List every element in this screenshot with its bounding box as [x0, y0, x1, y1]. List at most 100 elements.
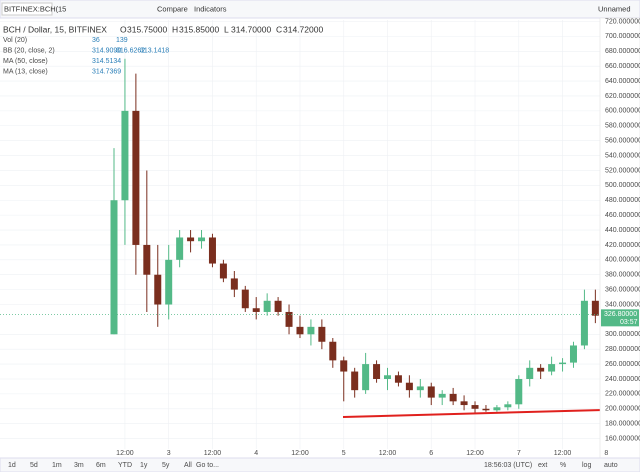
layout-name[interactable]: Unnamed [598, 4, 631, 13]
candle-body [241, 289, 249, 309]
indicator-name: MA (13, close) [3, 68, 48, 75]
y-tick-label: 500.000000 [605, 182, 640, 189]
last-price-tag [601, 309, 639, 327]
x-tick-label: 5 [342, 450, 346, 457]
bottom-bar [0, 457, 640, 472]
plot [0, 20, 610, 449]
ohlc-value: 315.85000 [179, 24, 219, 34]
indicator-value: 313.1418 [140, 47, 169, 54]
candle-body [329, 341, 337, 361]
range-button[interactable]: 5d [30, 462, 38, 469]
y-tick-label: 180.000000 [605, 421, 640, 428]
y-tick-label: 420.000000 [605, 242, 640, 249]
price-axis-labels: 160.000000 180.000000 200.000000 220.000000… [605, 18, 640, 442]
y-tick-label: 580.000000 [605, 123, 640, 130]
y-tick-label: 720.000000 [605, 18, 640, 25]
candle-body [526, 367, 534, 379]
y-tick-label: 460.000000 [605, 212, 640, 219]
y-tick-label: 220.000000 [605, 391, 640, 398]
scale-option[interactable]: ext [538, 462, 547, 469]
y-tick-label: 380.000000 [605, 272, 640, 279]
indicator-name: Vol (20) [3, 37, 27, 44]
candle-body [110, 200, 118, 335]
trend-line[interactable] [342, 409, 604, 418]
candle-body [187, 237, 195, 242]
scale-option[interactable]: auto [604, 462, 618, 469]
indicator-value: 316.6262 [116, 47, 145, 54]
candle-body [384, 375, 391, 379]
ohlc-key: O [120, 24, 127, 34]
last-price-label: 326.80000 [604, 311, 637, 318]
indicator-value: 36 [92, 37, 100, 44]
goto-button[interactable]: Go to... [196, 462, 219, 469]
range-button[interactable]: YTD [118, 462, 132, 469]
x-tick-label: 4 [254, 450, 258, 457]
range-button[interactable]: 1y [140, 462, 148, 469]
y-tick-label: 340.000000 [605, 301, 640, 308]
candle-body [362, 364, 370, 391]
scale-option[interactable]: % [560, 462, 566, 469]
y-tick-label: 620.000000 [605, 93, 640, 100]
ohlc-value: 314.70000 [231, 24, 271, 34]
y-tick-label: 680.000000 [605, 48, 640, 55]
candle-body [569, 345, 577, 363]
range-button[interactable]: 1m [52, 462, 62, 469]
indicator-value: 314.5134 [92, 58, 121, 65]
candle-body [208, 237, 216, 264]
x-tick-label: 12:00 [204, 450, 222, 457]
y-tick-label: 280.000000 [605, 346, 640, 353]
scale-option[interactable]: log [582, 462, 591, 469]
range-button[interactable]: 6m [96, 462, 106, 469]
range-button[interactable]: All [184, 462, 192, 469]
symbol[interactable]: BITFINEX:BCH( [4, 4, 59, 13]
candle-body [143, 244, 151, 275]
x-tick-label: 12:00 [466, 450, 484, 457]
range-button[interactable]: 3m [74, 462, 84, 469]
candle-body [471, 405, 479, 409]
candle-body [340, 360, 348, 372]
indicators-button[interactable]: Indicators [194, 4, 227, 13]
indicator-value: 139 [116, 37, 128, 44]
candle-body [121, 110, 129, 201]
candle-body [504, 404, 512, 408]
range-button[interactable]: 1d [8, 462, 16, 469]
candle-body [591, 300, 599, 316]
candle-body [263, 300, 271, 312]
y-tick-label: 200.000000 [605, 406, 640, 413]
candle-body [537, 367, 545, 372]
interval[interactable]: 15 [58, 4, 66, 13]
candle-body [132, 110, 140, 245]
candle-body [482, 408, 490, 411]
candle-body [274, 300, 282, 312]
candle-body [154, 274, 162, 305]
ohlc-key: H [172, 24, 178, 34]
x-tick-label: 12:00 [291, 450, 309, 457]
range-button[interactable]: 5y [162, 462, 170, 469]
x-tick-label: 12:00 [554, 450, 572, 457]
candle-body [176, 237, 184, 260]
y-tick-label: 300.000000 [605, 331, 640, 338]
candle-body [548, 364, 556, 372]
candle-body [219, 263, 227, 279]
candle-body [252, 308, 260, 312]
countdown: 03:57 [620, 319, 638, 326]
candle-body [515, 378, 523, 405]
candle-body [438, 393, 446, 398]
candle-body [285, 311, 293, 327]
ohlc-key: L [224, 24, 229, 34]
y-tick-label: 700.000000 [605, 33, 640, 40]
ohlc-key: C [276, 24, 282, 34]
candle-body [493, 407, 501, 411]
compare-button[interactable]: Compare [157, 4, 188, 13]
x-tick-label: 12:00 [379, 450, 397, 457]
symbol-box[interactable] [1, 2, 53, 16]
y-tick-label: 540.000000 [605, 152, 640, 159]
y-tick-label: 360.000000 [605, 286, 640, 293]
price-axis [599, 17, 640, 459]
candle-body [559, 362, 567, 365]
candle-body [318, 326, 326, 342]
y-tick-label: 440.000000 [605, 227, 640, 234]
candle-body [460, 401, 468, 406]
